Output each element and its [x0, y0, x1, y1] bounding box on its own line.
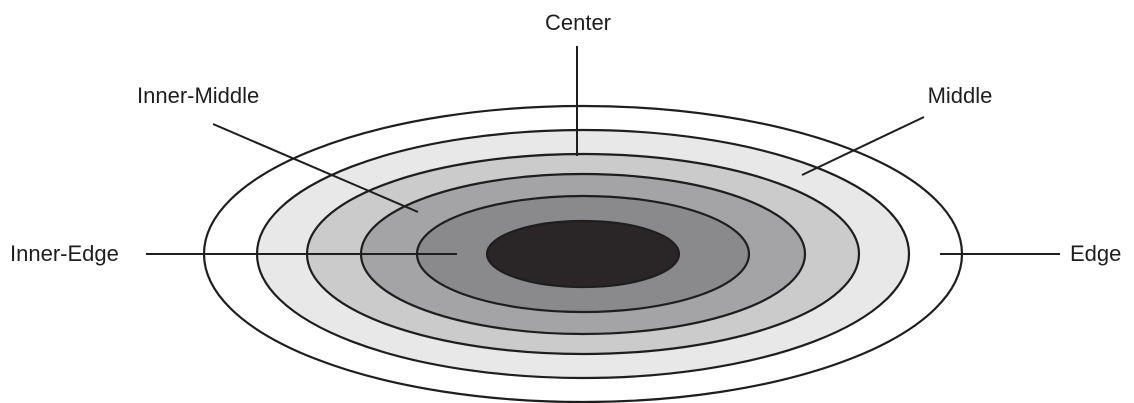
leader-line-middle	[801, 116, 925, 176]
label-center: Center	[545, 10, 611, 35]
zone-core	[485, 219, 681, 289]
leader-line-inner-middle	[212, 123, 419, 213]
label-inner-middle: Inner-Middle	[137, 83, 259, 108]
label-edge: Edge	[1070, 241, 1121, 266]
label-middle: Middle	[928, 83, 993, 108]
label-inner-edge: Inner-Edge	[10, 241, 119, 266]
